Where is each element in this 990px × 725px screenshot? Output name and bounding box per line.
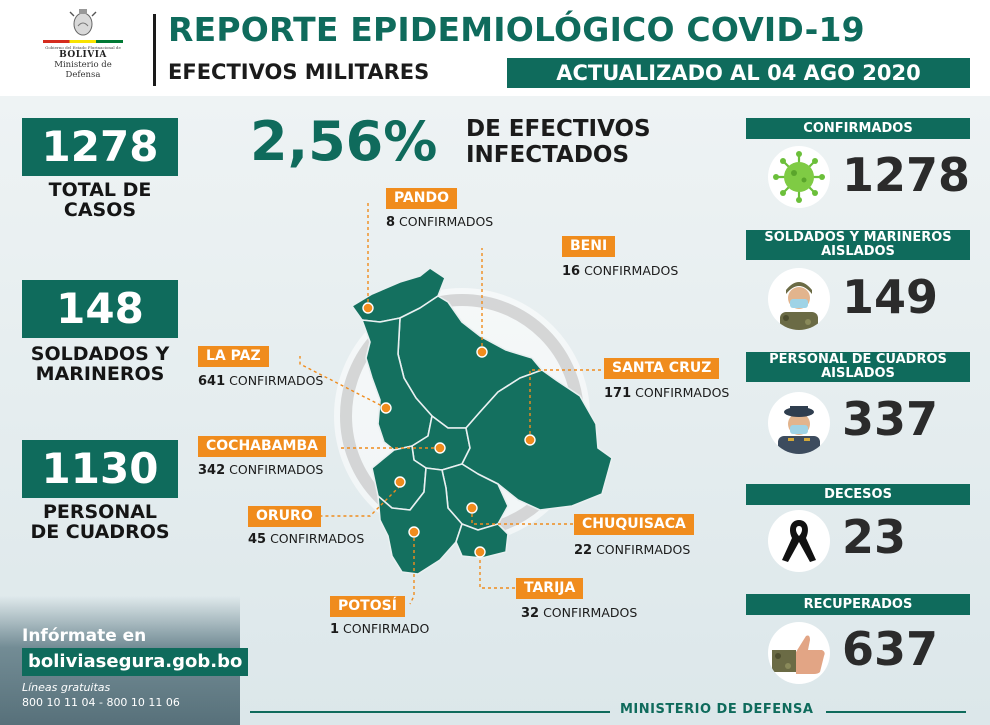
dept-count-beni-value: 16	[562, 264, 581, 279]
soldiers-isolated-header-line2: AISLADOS	[821, 244, 895, 259]
dept-count-oruro-suffix: CONFIRMADOS	[270, 531, 365, 546]
recovered-value: 637	[842, 622, 939, 676]
infected-percent-label: DE EFECTIVOS INFECTADOS	[466, 116, 651, 168]
update-date-badge: ACTUALIZADO AL 04 AGO 2020	[507, 58, 970, 88]
soldiers-label: SOLDADOS Y MARINEROS	[10, 344, 190, 384]
footer-ministry: MINISTERIO DE DEFENSA	[620, 702, 814, 717]
deaths-header: DECESOS	[746, 484, 970, 505]
footer-divider-right	[826, 711, 966, 713]
dept-tag-chuquisaca: CHUQUISACA	[574, 514, 694, 535]
dept-count-santa-cruz-value: 171	[604, 386, 632, 401]
logo-ministry-line2: Defensa	[65, 70, 101, 80]
dept-count-pando-value: 8	[386, 215, 396, 230]
dept-count-santa-cruz-suffix: CONFIRMADOS	[635, 385, 730, 400]
total-cases-label-line2: CASOS	[63, 199, 137, 221]
logo-government-text: Gobierno del Estado Plurinacional de	[45, 45, 121, 50]
footer-divider-left	[250, 711, 610, 713]
logo-ministry-line1: Ministerio de	[54, 60, 112, 70]
officers-label-line1: PERSONAL	[42, 501, 158, 523]
dept-count-chuquisaca-suffix: CONFIRMADOS	[596, 542, 691, 557]
dept-count-potosi-value: 1	[330, 622, 340, 637]
confirmed-header: CONFIRMADOS	[746, 118, 970, 139]
dept-count-pando: 8 CONFIRMADOS	[386, 214, 493, 230]
dept-tag-pando: PANDO	[386, 188, 458, 209]
dept-tag-potosi: POTOSÍ	[330, 596, 405, 617]
total-cases-value: 1278	[22, 118, 178, 176]
dept-count-cochabamba-value: 342	[198, 463, 226, 478]
soldiers-isolated-header: SOLDADOS Y MARINEROS AISLADOS	[746, 230, 970, 260]
dept-tag-santa-cruz: SANTA CRUZ	[604, 358, 720, 379]
dept-tag-oruro: ORURO	[248, 506, 321, 527]
dept-tag-beni: BENI	[562, 236, 616, 257]
infected-label-line1: DE EFECTIVOS	[466, 116, 651, 142]
thumbs-up-icon	[768, 622, 830, 684]
soldiers-label-line1: SOLDADOS Y	[30, 343, 170, 365]
logo-country-name: BOLIVIA	[59, 50, 107, 60]
soldiers-isolated-header-line1: SOLDADOS Y MARINEROS	[764, 230, 952, 245]
dept-count-potosi: 1 CONFIRMADO	[330, 621, 429, 637]
dept-count-la-paz-value: 641	[198, 374, 226, 389]
officer-icon	[768, 392, 830, 454]
dept-count-la-paz-suffix: CONFIRMADOS	[229, 373, 324, 388]
soldier-icon	[768, 268, 830, 330]
officers-isolated-header: PERSONAL DE CUADROS AISLADOS	[746, 352, 970, 382]
dept-count-cochabamba-suffix: CONFIRMADOS	[229, 462, 324, 477]
dept-tag-tarija: TARIJA	[516, 578, 584, 599]
dept-count-la-paz: 641 CONFIRMADOS	[198, 373, 323, 389]
officers-isolated-header-line2: AISLADOS	[821, 366, 895, 381]
page-title: REPORTE EPIDEMIOLÓGICO COVID-19	[168, 10, 865, 49]
dept-count-chuquisaca: 22 CONFIRMADOS	[574, 542, 690, 558]
deaths-value: 23	[842, 510, 907, 564]
map-tarija	[455, 523, 509, 559]
map-departments	[351, 267, 613, 575]
infected-percent: 2,56%	[250, 110, 438, 173]
officers-value: 1130	[22, 440, 178, 498]
dept-count-tarija-value: 32	[521, 606, 540, 621]
footer-website-link[interactable]: boliviasegura.gob.bo	[22, 648, 249, 676]
officers-isolated-header-line1: PERSONAL DE CUADROS	[769, 352, 947, 367]
infected-label-line2: INFECTADOS	[466, 142, 630, 168]
total-cases-label: TOTAL DE CASOS	[10, 180, 190, 220]
footer-info-label: Infórmate en	[22, 626, 147, 646]
flag-stripe	[43, 40, 123, 43]
soldiers-label-line2: MARINEROS	[35, 363, 165, 385]
dept-count-beni: 16 CONFIRMADOS	[562, 263, 678, 279]
soldiers-isolated-value: 149	[842, 270, 939, 324]
header: Gobierno del Estado Plurinacional de BOL…	[0, 0, 990, 96]
virus-icon	[768, 146, 830, 208]
mourning-ribbon-icon	[768, 510, 830, 572]
map-leader-lines	[299, 200, 604, 605]
dept-tag-la-paz: LA PAZ	[198, 346, 269, 367]
dept-count-tarija-suffix: CONFIRMADOS	[543, 605, 638, 620]
header-divider	[153, 14, 156, 86]
map-markers	[362, 302, 536, 558]
total-cases-label-line1: TOTAL DE	[48, 179, 152, 201]
dept-count-chuquisaca-value: 22	[574, 543, 593, 558]
dept-count-pando-suffix: CONFIRMADOS	[399, 214, 494, 229]
coat-of-arms-icon	[69, 9, 97, 36]
dept-count-beni-suffix: CONFIRMADOS	[584, 263, 679, 278]
officers-label: PERSONAL DE CUADROS	[10, 502, 190, 542]
officers-label-line2: DE CUADROS	[30, 521, 170, 543]
footer-hotline-numbers: 800 10 11 04 - 800 10 11 06	[22, 696, 180, 709]
confirmed-value: 1278	[842, 148, 971, 202]
bolivia-logo: Gobierno del Estado Plurinacional de BOL…	[28, 8, 138, 92]
officers-isolated-value: 337	[842, 392, 939, 446]
report-body: 1278 TOTAL DE CASOS 148 SOLDADOS Y MARIN…	[0, 96, 990, 725]
soldiers-value: 148	[22, 280, 178, 338]
dept-count-tarija: 32 CONFIRMADOS	[521, 605, 637, 621]
bolivia-map	[299, 200, 613, 605]
footer-hotlines-label: Líneas gratuitas	[22, 681, 111, 694]
dept-count-oruro: 45 CONFIRMADOS	[248, 531, 364, 547]
dept-count-cochabamba: 342 CONFIRMADOS	[198, 462, 323, 478]
dept-count-potosi-suffix: CONFIRMADO	[343, 621, 430, 636]
page-subtitle: EFECTIVOS MILITARES	[168, 60, 430, 84]
recovered-header: RECUPERADOS	[746, 594, 970, 615]
dept-count-santa-cruz: 171 CONFIRMADOS	[604, 385, 729, 401]
dept-tag-cochabamba: COCHABAMBA	[198, 436, 326, 457]
dept-count-oruro-value: 45	[248, 532, 267, 547]
